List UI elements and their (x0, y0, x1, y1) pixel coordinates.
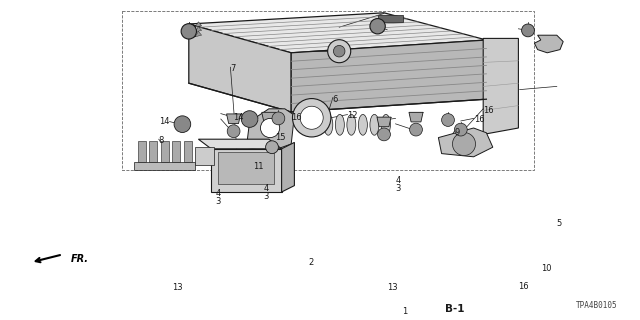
Bar (184, 141, 192, 162)
Ellipse shape (312, 114, 321, 135)
Text: 16: 16 (518, 282, 529, 291)
Polygon shape (377, 117, 391, 127)
Circle shape (454, 123, 467, 136)
Circle shape (452, 132, 476, 156)
Text: 13: 13 (387, 283, 398, 292)
Text: 16: 16 (483, 106, 494, 115)
Circle shape (266, 141, 278, 154)
Text: 14: 14 (159, 117, 170, 126)
Circle shape (241, 111, 258, 127)
Text: B-1: B-1 (445, 304, 464, 314)
Polygon shape (534, 35, 563, 53)
Circle shape (370, 19, 385, 34)
Text: 2: 2 (308, 258, 314, 267)
Circle shape (272, 112, 285, 125)
Circle shape (262, 123, 275, 136)
Ellipse shape (381, 114, 390, 135)
Circle shape (333, 45, 345, 57)
Polygon shape (483, 38, 518, 134)
Text: 5: 5 (557, 220, 562, 228)
Polygon shape (198, 139, 282, 149)
Text: 4: 4 (216, 189, 221, 198)
Polygon shape (192, 22, 202, 28)
Text: 3: 3 (264, 192, 269, 201)
Text: FR.: FR. (70, 253, 88, 264)
Circle shape (181, 24, 196, 39)
Bar (161, 141, 169, 162)
Circle shape (442, 114, 454, 126)
Polygon shape (192, 31, 202, 37)
Text: 3: 3 (396, 184, 401, 193)
Text: TPA4B0105: TPA4B0105 (576, 301, 618, 310)
Bar (378, 15, 403, 22)
Polygon shape (192, 27, 202, 33)
Text: 10: 10 (541, 264, 551, 273)
Circle shape (260, 118, 280, 138)
Bar (172, 141, 180, 162)
Bar (195, 147, 214, 165)
Polygon shape (282, 142, 294, 192)
Text: 15: 15 (275, 133, 285, 142)
Circle shape (292, 99, 331, 137)
Bar (138, 141, 146, 162)
Text: 1: 1 (402, 308, 407, 316)
Ellipse shape (358, 114, 367, 135)
Text: 7: 7 (230, 64, 236, 73)
Circle shape (410, 123, 422, 136)
Bar (134, 162, 195, 170)
Ellipse shape (370, 114, 379, 135)
Bar (149, 141, 157, 162)
Text: 4: 4 (264, 184, 269, 193)
Text: 6: 6 (333, 95, 338, 104)
Polygon shape (227, 114, 241, 124)
Polygon shape (409, 112, 423, 122)
Text: 11: 11 (253, 162, 263, 171)
Text: 16: 16 (291, 113, 302, 122)
Polygon shape (262, 112, 276, 122)
Polygon shape (211, 149, 282, 192)
Circle shape (378, 128, 390, 141)
Polygon shape (189, 24, 291, 112)
Text: 14: 14 (233, 113, 243, 122)
Polygon shape (291, 40, 486, 112)
Circle shape (300, 106, 323, 129)
Polygon shape (246, 109, 294, 152)
Text: 9: 9 (454, 128, 460, 137)
Text: 8: 8 (159, 136, 164, 145)
Ellipse shape (347, 114, 356, 135)
Ellipse shape (324, 114, 333, 135)
Text: 16: 16 (474, 116, 484, 124)
Bar (218, 152, 274, 184)
Text: 12: 12 (348, 111, 358, 120)
Text: 13: 13 (172, 283, 182, 292)
Ellipse shape (335, 114, 344, 135)
Polygon shape (438, 128, 493, 157)
Polygon shape (189, 13, 486, 53)
Circle shape (227, 125, 240, 138)
Circle shape (174, 116, 191, 132)
Text: 4: 4 (396, 176, 401, 185)
Circle shape (328, 40, 351, 63)
Circle shape (522, 24, 534, 37)
Text: 3: 3 (216, 197, 221, 206)
